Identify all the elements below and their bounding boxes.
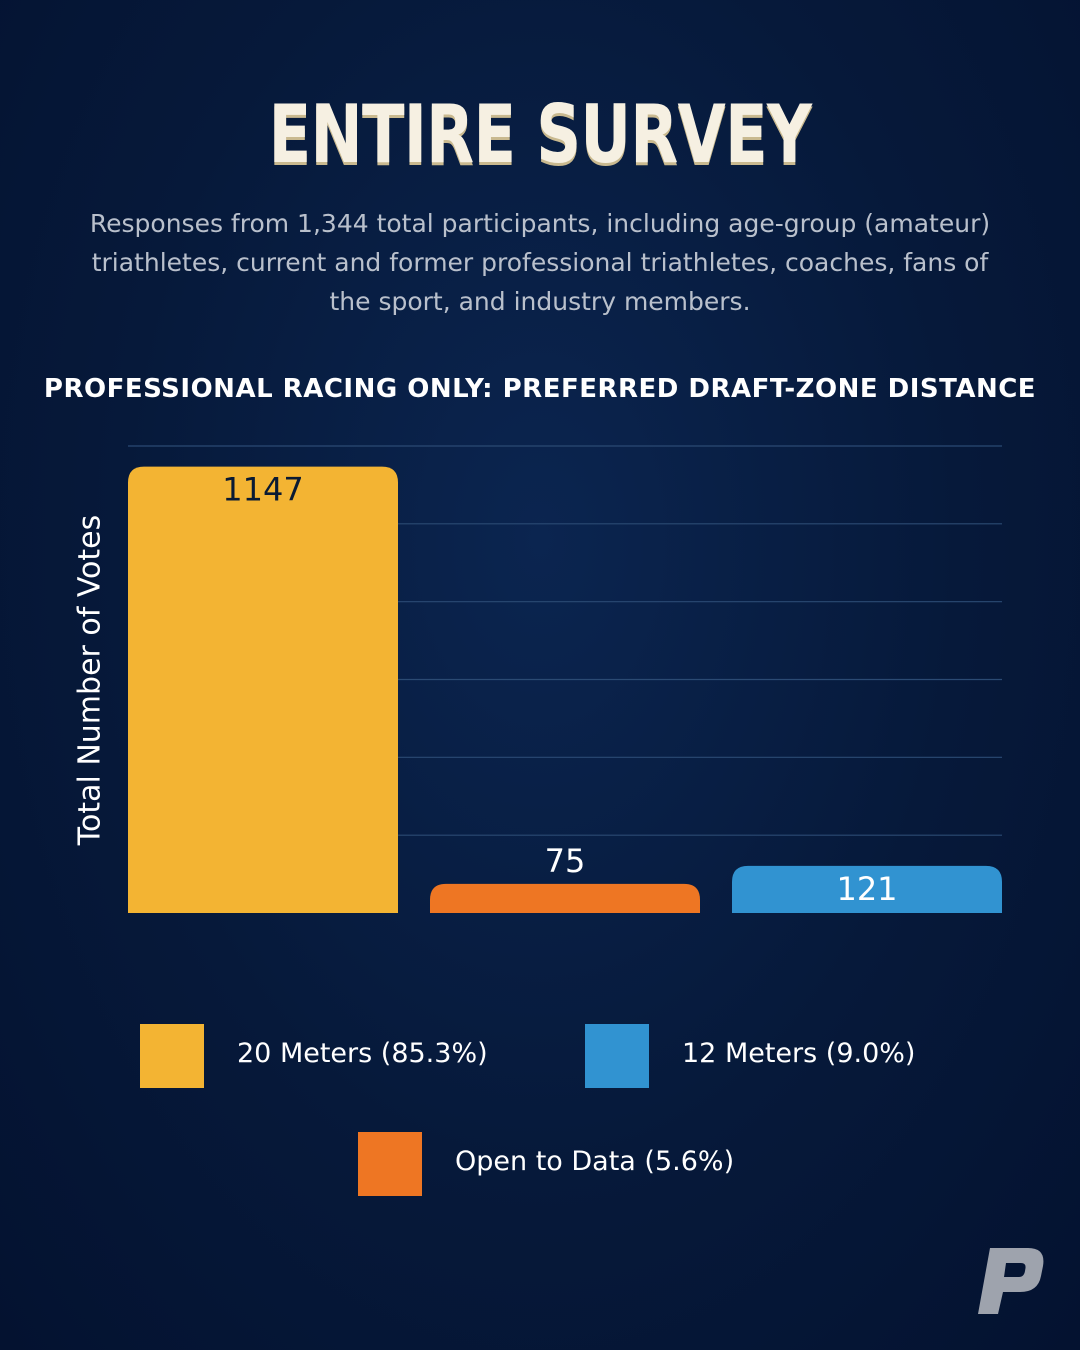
bar-value-label: 75 xyxy=(545,842,586,880)
bar-chart: 1147 75 121 xyxy=(128,445,1002,913)
legend-swatch-20-meters xyxy=(140,1024,204,1088)
bar-open-to-data xyxy=(430,883,700,913)
bar-20-meters xyxy=(128,466,398,913)
legend-label-open-to-data: Open to Data (5.6%) xyxy=(455,1146,735,1177)
bars xyxy=(128,466,1002,913)
page-title: ENTIRE SURVEY xyxy=(268,88,812,181)
bar-value-labels: 1147 75 121 xyxy=(222,471,897,908)
p-logo-icon xyxy=(978,1248,1044,1314)
legend-label-20-meters: 20 Meters (85.3%) xyxy=(237,1038,488,1069)
bar-value-label: 121 xyxy=(836,870,897,908)
legend-swatch-12-meters xyxy=(585,1024,649,1088)
chart-title: PROFESSIONAL RACING ONLY: PREFERRED DRAF… xyxy=(43,374,1037,404)
legend-label-12-meters: 12 Meters (9.0%) xyxy=(682,1038,916,1069)
bar-value-label: 1147 xyxy=(222,471,303,509)
page-subtitle: Responses from 1,344 total participants,… xyxy=(89,209,991,316)
bar-12-meters xyxy=(732,865,1002,913)
legend-swatch-open-to-data xyxy=(358,1132,422,1196)
